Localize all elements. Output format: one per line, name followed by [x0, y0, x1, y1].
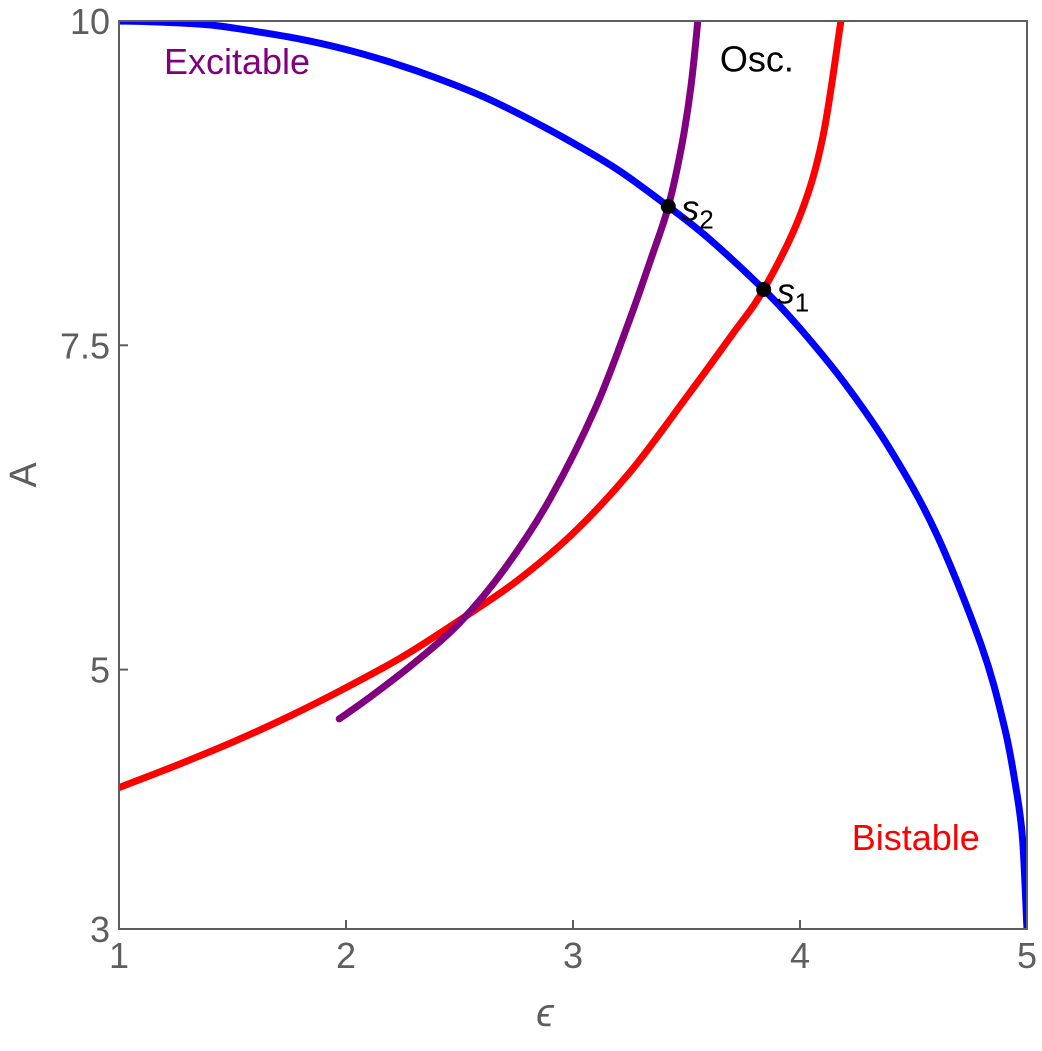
y-tick-label: 3 [90, 909, 110, 950]
x-tick-label: 4 [790, 935, 810, 976]
purple-boundary-curve [335, 20, 702, 723]
blue-boundary-curve [118, 20, 1028, 930]
point-s2-dot [660, 199, 676, 214]
x-tick-label: 1 [109, 935, 129, 976]
x-axis-label: ϵ [536, 991, 555, 1035]
plot-frame [118, 20, 1028, 930]
red-boundary-curve [118, 20, 845, 792]
point-s1-label: s1 [777, 271, 809, 318]
x-tick-label: 5 [1017, 935, 1037, 976]
y-tick-label: 10 [70, 1, 110, 42]
y-tick-label: 7.5 [60, 325, 110, 366]
y-tick-label: 5 [90, 650, 110, 691]
point-s2-label: s2 [681, 188, 713, 235]
x-tick-label: 3 [563, 935, 583, 976]
region-label-excitable: Excitable [164, 41, 310, 82]
region-label-bistable: Bistable [852, 817, 980, 858]
x-tick-label: 2 [336, 935, 356, 976]
region-label-osc: Osc. [720, 39, 794, 80]
y-axis-label: A [3, 462, 45, 488]
point-s1-dot [756, 282, 772, 297]
